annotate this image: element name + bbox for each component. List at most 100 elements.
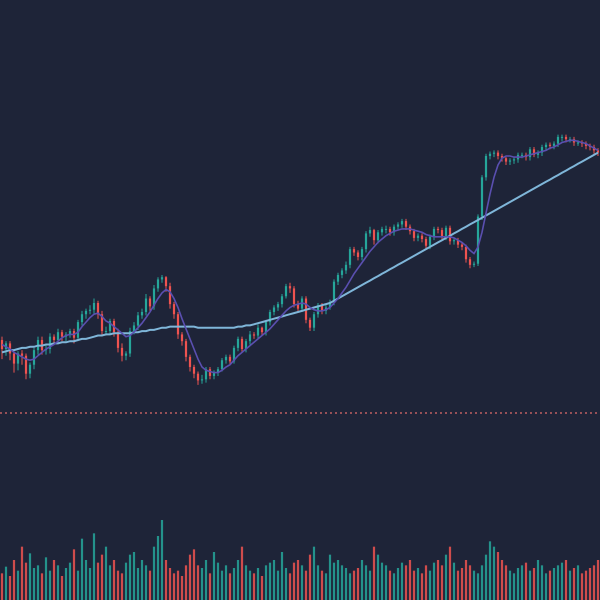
candle-body	[488, 153, 492, 156]
volume-bar	[276, 570, 280, 600]
candle-body	[556, 136, 560, 144]
candle-body	[292, 288, 296, 305]
volume-bar	[328, 554, 332, 600]
candle-body	[12, 353, 16, 364]
volume-bar	[244, 565, 248, 600]
volume-bar	[468, 565, 472, 600]
candle-body	[336, 274, 340, 282]
candlesticks	[0, 134, 600, 385]
candle-body	[364, 233, 368, 250]
candle-body	[500, 155, 504, 159]
candle-body	[176, 314, 180, 335]
candle-body	[200, 379, 204, 381]
candle-body	[104, 331, 108, 333]
volume-bar	[488, 541, 492, 600]
volume-bar	[264, 565, 268, 600]
candle-body	[228, 356, 232, 362]
candle-body	[348, 249, 352, 265]
candle-body	[468, 259, 472, 265]
volume-bar	[496, 552, 500, 600]
volume-bar	[324, 573, 328, 600]
volume-bar	[24, 562, 28, 600]
volume-bar	[316, 565, 320, 600]
candle-body	[96, 303, 100, 315]
candle-body	[216, 369, 220, 373]
candle-body	[368, 230, 372, 234]
volume-bar	[248, 570, 252, 600]
candle-body	[84, 310, 88, 315]
volume-bar	[580, 573, 584, 600]
volume-bar	[116, 570, 120, 600]
candle-body	[508, 160, 512, 162]
volume-bar	[48, 570, 52, 600]
volume-bar	[500, 560, 504, 600]
candle-body	[456, 240, 460, 245]
candle-body	[512, 159, 516, 161]
candle-body	[204, 369, 208, 380]
candle-body	[340, 270, 344, 275]
candle-body	[264, 322, 268, 333]
candle-body	[88, 309, 92, 311]
moving-average-line-1	[1, 151, 599, 354]
candle-body	[376, 232, 380, 241]
volume-bar	[76, 570, 80, 600]
volume-bar	[564, 560, 568, 600]
candle-body	[420, 235, 424, 240]
volume-bar	[572, 568, 576, 600]
candle-body	[152, 288, 156, 307]
volume-bar	[168, 568, 172, 600]
candle-body	[68, 331, 72, 335]
volume-bar	[44, 557, 48, 600]
volume-bar	[280, 552, 284, 600]
volume-bar	[292, 562, 296, 600]
volume-bar	[64, 568, 68, 600]
candle-body	[404, 221, 408, 227]
volume-bar	[272, 560, 276, 600]
candle-body	[452, 240, 456, 242]
volume-bar	[160, 520, 164, 600]
candle-body	[544, 144, 548, 148]
volume-bar	[404, 565, 408, 600]
candle-body	[48, 336, 52, 350]
volume-bar	[0, 573, 4, 600]
volume-bar	[120, 573, 124, 600]
candle-body	[496, 152, 500, 156]
candle-body	[584, 143, 588, 146]
volume-bar	[364, 565, 368, 600]
candle-body	[248, 334, 252, 342]
volume-bar	[432, 562, 436, 600]
candle-body	[240, 338, 244, 350]
candle-body	[392, 226, 396, 233]
volume-bar	[140, 560, 144, 600]
candle-body	[120, 347, 124, 356]
candle-body	[424, 239, 428, 246]
volume-bar	[56, 565, 60, 600]
volume-bar	[444, 554, 448, 600]
candle-body	[312, 314, 316, 328]
candle-body	[352, 249, 356, 253]
volume-bar	[28, 553, 32, 600]
volume-bar	[200, 568, 204, 600]
volume-bar	[72, 549, 76, 600]
volume-bar	[532, 568, 536, 600]
candle-body	[116, 332, 120, 348]
volume-bar	[180, 576, 184, 600]
volume-bar	[576, 565, 580, 600]
candle-body	[28, 364, 32, 374]
candle-body	[412, 231, 416, 238]
volume-bar	[452, 562, 456, 600]
volume-bar	[36, 565, 40, 600]
candle-body	[192, 366, 196, 374]
candle-body	[80, 314, 84, 323]
volume-bar	[528, 570, 532, 600]
volume-bar	[412, 570, 416, 600]
volume-bar	[284, 568, 288, 600]
candle-body	[56, 332, 60, 341]
volume-bar	[384, 565, 388, 600]
candle-body	[284, 286, 288, 297]
volume-bar	[164, 560, 168, 600]
volume-bar	[16, 570, 20, 600]
candle-body	[564, 136, 568, 140]
candle-body	[208, 369, 212, 376]
candle-body	[244, 341, 248, 350]
